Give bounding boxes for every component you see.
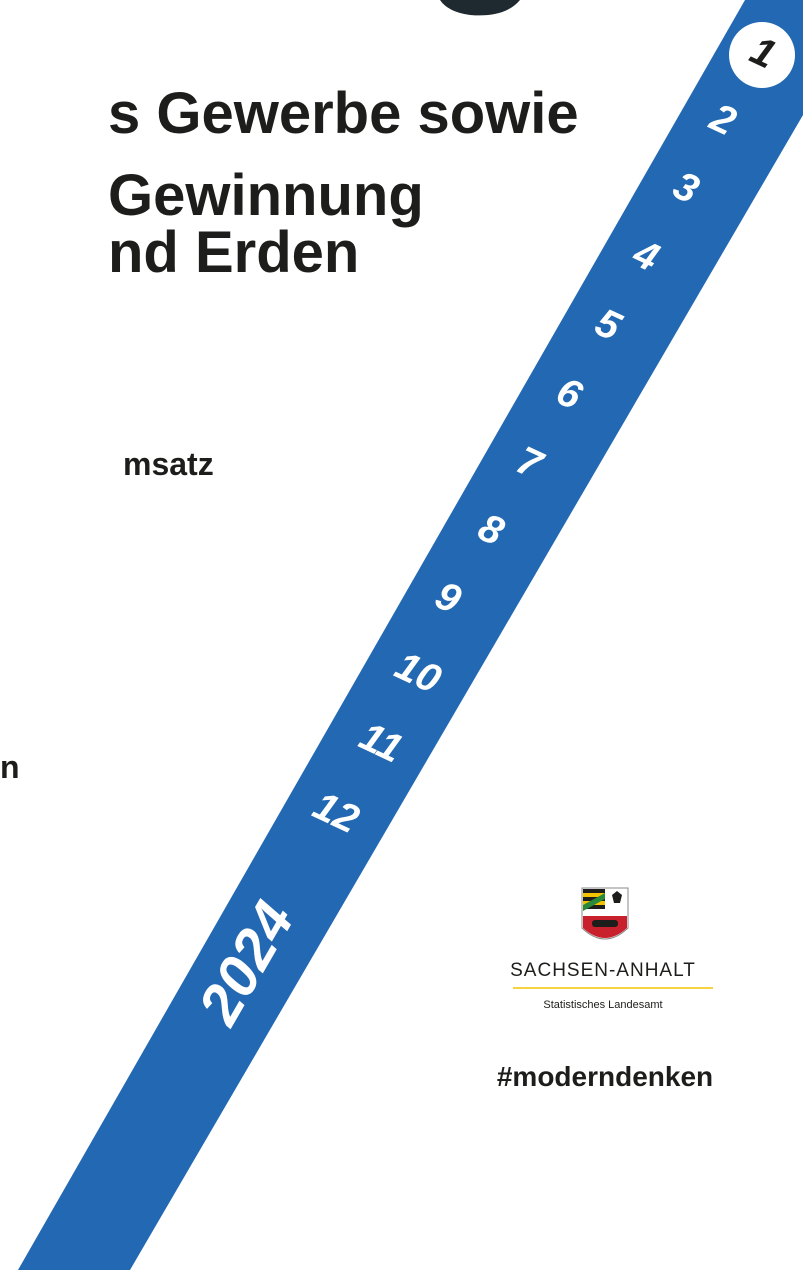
month-marker xyxy=(729,22,795,88)
subtitle: msatz xyxy=(123,446,214,482)
text-fragment: n xyxy=(0,749,20,785)
month-band xyxy=(18,0,803,1270)
title-line: Gewinnung xyxy=(108,163,424,228)
hashtag: #moderndenken xyxy=(497,1061,713,1092)
title-line: nd Erden xyxy=(108,220,359,285)
logo-subtitle: Statistisches Landesamt xyxy=(543,999,662,1011)
logo-name: SACHSEN-ANHALT xyxy=(510,960,696,981)
cover-image-fragment xyxy=(440,0,520,16)
title-line: s Gewerbe sowie xyxy=(108,81,579,146)
coat-of-arms xyxy=(581,887,629,940)
